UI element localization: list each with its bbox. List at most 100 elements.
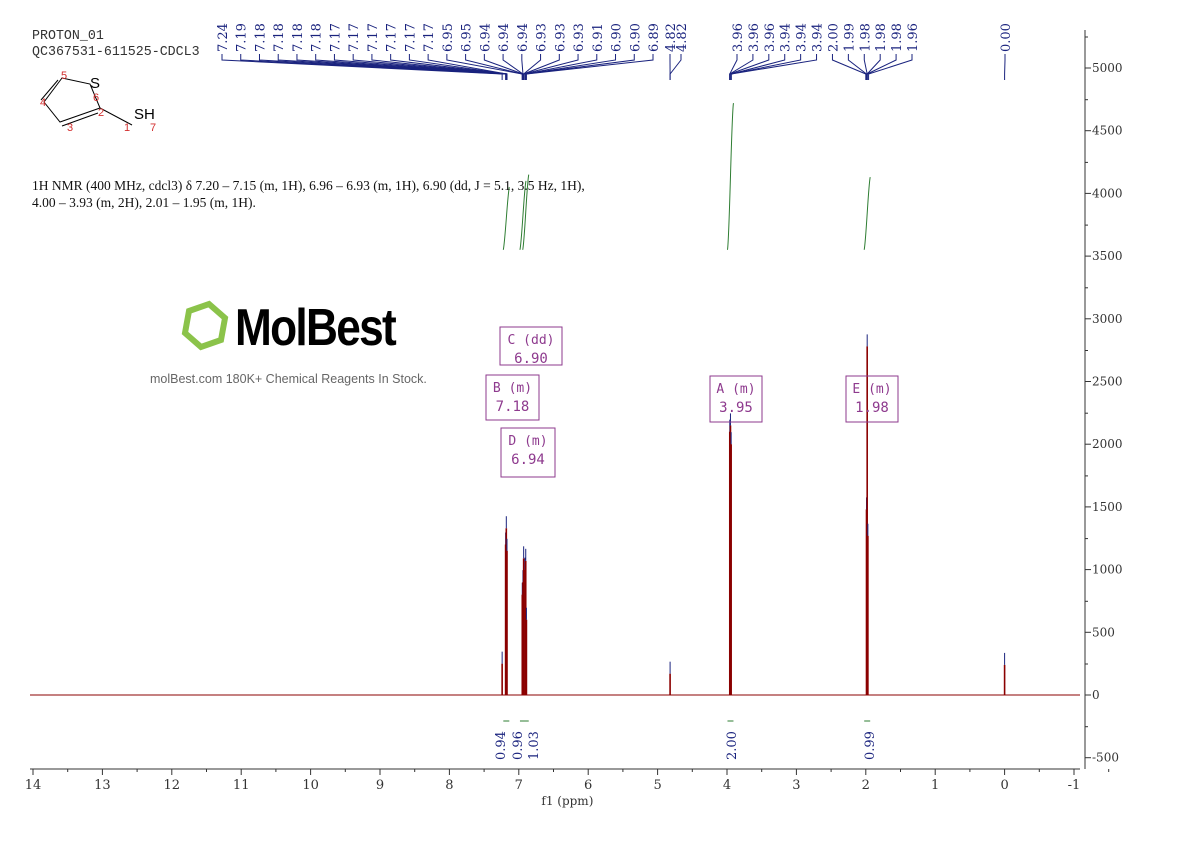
x-tick-label: 12 [164,778,181,793]
peak-label: 7.18 [291,23,306,52]
peak-label: 6.90 [610,23,625,52]
x-tick-label: 14 [25,778,42,793]
experiment-name: PROTON_01 [32,28,104,44]
y-tick-label: 2000 [1092,437,1123,451]
multiplet-label: A (m) [716,382,755,397]
peak-label: 6.90 [628,23,643,52]
peak-label-connector [296,54,507,80]
atom-number: 4 [40,97,46,109]
y-tick-label: 4500 [1092,124,1123,138]
y-tick-label: 3500 [1092,249,1123,263]
peak-label: 7.17 [347,23,362,52]
peak-label: 3.96 [747,23,762,52]
peak-label-connector [524,54,598,80]
atom-number: 3 [67,122,73,134]
x-tick-label: 0 [1000,778,1008,793]
peak-label-connector [521,54,524,80]
atom-number: 1 [124,122,130,134]
x-tick-label: 11 [233,778,250,793]
multiplet-value: 7.18 [496,399,530,415]
multiplet-label: B (m) [493,381,532,396]
multiplet-value: 1.98 [855,400,889,416]
peak-label-connector [831,54,867,80]
structure-bonds [43,77,101,123]
peak-label: 1.96 [906,23,921,52]
peak-label: 4.82 [675,23,690,52]
peak-label: 1.98 [858,23,873,52]
y-tick-label: 5000 [1092,61,1123,75]
nmr-description: 1H NMR (400 MHz, cdcl3) δ 7.20 – 7.15 (m… [32,178,585,210]
peak-label: 7.17 [403,23,418,52]
peak-label: 2.00 [826,23,841,52]
peak-label-connector [315,54,507,80]
peak-label-connector [868,54,913,80]
structure-double-bond [40,79,59,101]
x-tick-label: 4 [723,778,731,793]
peak-label-connector [221,54,503,80]
x-tick-label: 5 [653,778,661,793]
x-tick-label: 9 [376,778,384,793]
x-tick-label: 3 [792,778,800,793]
integral-curve [863,177,871,250]
multiplet-box [500,427,556,478]
multiplet-value: 6.94 [511,452,545,468]
peak-label-connector [525,54,617,80]
peak-label: 7.17 [366,23,381,52]
peak-label: 7.24 [216,23,231,52]
peak-label-connector [465,54,523,80]
multiplet-box [499,326,563,366]
y-tick-label: 1500 [1092,500,1123,514]
integral-curve [522,174,530,250]
multiplet-value: 3.95 [719,400,753,416]
multiplet-box [845,375,899,423]
peak-label: 7.17 [328,23,343,52]
multiplet-label: C (dd) [508,333,555,348]
x-tick-label: 8 [445,778,453,793]
x-tick-label: 10 [302,778,319,793]
integral-value: 0.94 [494,731,509,760]
peak-label: 6.95 [460,23,475,52]
watermark-logo: MolBest [235,299,397,357]
y-tick-label: 4000 [1092,186,1123,200]
integral-curve [502,187,510,250]
peak-label-connector [523,54,560,80]
peak-label: 7.17 [422,23,437,52]
peak-label-connector [847,54,867,80]
atom-label: SH [134,106,155,123]
peak-label: 6.94 [516,23,531,52]
atom-number: 2 [98,107,104,119]
peak-label-connector [866,54,881,80]
x-tick-label: -1 [1068,778,1081,793]
x-tick-label: 13 [94,778,111,793]
integral-value: 0.99 [863,731,878,760]
peak-label-connector [729,54,770,80]
atom-number: 5 [61,70,67,82]
peak-label-connector [240,54,507,80]
peak-label-connector [866,54,897,80]
multiplet-label: D (m) [508,434,547,449]
peak-label: 3.96 [763,23,778,52]
watermark-text: molBest.com 180K+ Chemical Reagents In S… [150,372,427,386]
peak-label: 7.19 [235,23,250,52]
y-tick-label: 500 [1092,625,1115,639]
x-tick-label: 1 [931,778,939,793]
sample-id: QC367531-611525-CDCL3 [32,44,200,60]
peak-label-connector [525,54,654,80]
y-tick-label: 3000 [1092,312,1123,326]
integral-curve [519,180,527,250]
peak-label: 7.18 [272,23,287,52]
atom-label: S [90,75,100,92]
peak-label: 6.94 [478,23,493,52]
peak-label-connector [523,54,579,80]
x-axis-label: f1 (ppm) [541,794,593,808]
peak-label: 6.89 [647,23,662,52]
peak-label: 3.94 [811,23,826,52]
atom-number: 7 [150,122,156,134]
multiplet-value: 6.90 [514,351,548,367]
peak-label-connector [669,54,682,80]
peak-label: 6.94 [497,23,512,52]
multiplet-box [485,374,540,421]
y-tick-label: -500 [1092,751,1119,765]
peak-label-connector [483,54,524,80]
